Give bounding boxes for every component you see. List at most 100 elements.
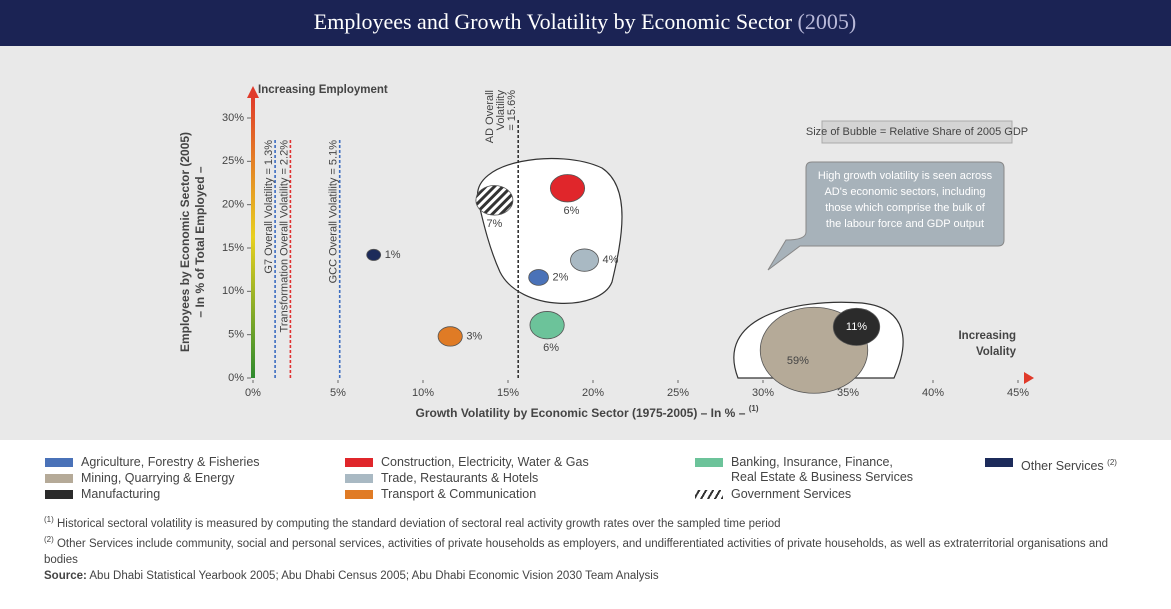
legend-label: Other Services (2) bbox=[1021, 455, 1171, 474]
legend-name: Construction, Electricity, Water & Gas bbox=[381, 455, 589, 469]
y-tick-label: 20% bbox=[222, 199, 244, 211]
reference-label: = 15.6% bbox=[506, 90, 518, 131]
y-tick-label: 0% bbox=[228, 372, 244, 384]
title-main: Employees and Growth Volatility by Econo… bbox=[314, 9, 793, 34]
bubble-label: 11% bbox=[846, 321, 867, 333]
chart: Employees and Growth Volatility by Econo… bbox=[0, 0, 1171, 440]
x-arrow-label: Volality bbox=[976, 346, 1017, 358]
legend-note: (2) bbox=[1107, 458, 1117, 467]
footnote: (2) Other Services include community, so… bbox=[44, 532, 1144, 568]
bubble bbox=[570, 248, 599, 272]
bubble-label: 6% bbox=[543, 342, 559, 354]
legend-name: Government Services bbox=[731, 487, 852, 501]
size-note: Size of Bubble = Relative Share of 2005 … bbox=[806, 126, 1028, 138]
x-axis-title-note: (1) bbox=[749, 404, 759, 413]
callout-box bbox=[767, 161, 1005, 271]
legend-label: Agriculture, Forestry & Fisheries bbox=[81, 455, 341, 470]
legend-name: Transport & Communication bbox=[381, 487, 537, 501]
y-tick-label: 10% bbox=[222, 285, 244, 297]
x-tick-label: 35% bbox=[837, 387, 859, 399]
legend-swatch bbox=[695, 458, 723, 467]
footnote-text: Other Services include community, social… bbox=[44, 537, 1109, 566]
footnote: (1) Historical sectoral volatility is me… bbox=[44, 512, 1144, 532]
legend-name: Other Services bbox=[1021, 459, 1104, 474]
x-axis-arrow bbox=[1024, 372, 1034, 384]
footnotes: (1) Historical sectoral volatility is me… bbox=[44, 512, 1144, 584]
x-tick-label: 25% bbox=[667, 387, 689, 399]
bubble bbox=[832, 307, 881, 346]
reference-label: GCC Overall Volatility = 5.1% bbox=[328, 140, 340, 284]
legend-name: Banking, Insurance, Finance, Real Estate… bbox=[731, 455, 914, 484]
legend-swatch bbox=[345, 474, 373, 483]
legend-name: Mining, Quarrying & Energy bbox=[81, 471, 235, 485]
legend-label: Trade, Restaurants & Hotels bbox=[381, 471, 641, 486]
y-axis-title: – In % of Total Employed – bbox=[193, 166, 207, 317]
y-axis bbox=[251, 96, 255, 378]
x-tick-label: 45% bbox=[1007, 387, 1029, 399]
size-note-box bbox=[821, 120, 1013, 144]
bubble-label: 59% bbox=[787, 355, 809, 367]
x-tick-label: 20% bbox=[582, 387, 604, 399]
x-tick-label: 5% bbox=[330, 387, 346, 399]
y-axis-arrow bbox=[247, 86, 259, 98]
legend-label: Banking, Insurance, Finance, Real Estate… bbox=[731, 455, 991, 485]
legend-label: Manufacturing bbox=[81, 487, 341, 502]
legend-label: Construction, Electricity, Water & Gas bbox=[381, 455, 641, 470]
chart-title: Employees and Growth Volatility by Econo… bbox=[314, 9, 856, 34]
y-tick-label: 5% bbox=[228, 329, 244, 341]
legend-name: Manufacturing bbox=[81, 487, 161, 501]
bubble-label: 3% bbox=[466, 330, 482, 342]
source: Source: Abu Dhabi Statistical Yearbook 2… bbox=[44, 568, 1144, 584]
x-tick-label: 40% bbox=[922, 387, 944, 399]
bubble-label: 6% bbox=[564, 205, 580, 217]
x-tick-label: 15% bbox=[497, 387, 519, 399]
y-tick-label: 30% bbox=[222, 112, 244, 124]
x-arrow-label: Increasing bbox=[958, 330, 1016, 342]
legend-name: Trade, Restaurants & Hotels bbox=[381, 471, 539, 485]
footnote-mark: (1) bbox=[44, 515, 54, 524]
legend-swatch bbox=[45, 474, 73, 483]
legend-swatch bbox=[345, 458, 373, 467]
callout-text: the labour force and GDP output bbox=[826, 218, 984, 230]
bubble bbox=[528, 269, 549, 286]
bubble-label: 7% bbox=[486, 218, 502, 230]
y-axis-title: Employees by Economic Sector (2005) bbox=[178, 132, 192, 352]
legend-label: Mining, Quarrying & Energy bbox=[81, 471, 341, 486]
footnote-mark: (2) bbox=[44, 534, 54, 544]
callout-text: AD's economic sectors, including bbox=[824, 186, 985, 198]
bubble-label: 2% bbox=[552, 271, 568, 283]
x-tick-label: 0% bbox=[245, 387, 261, 399]
legend-label: Government Services bbox=[731, 487, 991, 502]
callout-text: those which comprise the bulk of bbox=[825, 202, 986, 214]
legend-swatch bbox=[695, 490, 723, 499]
reference-label: G7 Overall Volatility = 1.3% bbox=[263, 140, 275, 274]
x-tick-label: 10% bbox=[412, 387, 434, 399]
reference-label: Transformation Overall Volatility = 2.2% bbox=[278, 140, 290, 333]
title-banner bbox=[0, 0, 1171, 46]
bubble bbox=[366, 248, 382, 261]
source-label: Source: bbox=[44, 569, 87, 582]
legend-swatch bbox=[45, 458, 73, 467]
legend-swatch bbox=[985, 458, 1013, 467]
bubble bbox=[437, 326, 463, 347]
x-tick-label: 30% bbox=[752, 387, 774, 399]
x-axis-title-text: Growth Volatility by Economic Sector (19… bbox=[415, 406, 745, 420]
legend-name: Agriculture, Forestry & Fisheries bbox=[81, 455, 260, 469]
y-tick-label: 15% bbox=[222, 242, 244, 254]
x-axis-title: Growth Volatility by Economic Sector (19… bbox=[415, 404, 758, 420]
y-tick-label: 25% bbox=[222, 155, 244, 167]
footnote-text: Historical sectoral volatility is measur… bbox=[56, 517, 781, 530]
bubble bbox=[529, 311, 565, 340]
bubble bbox=[549, 174, 586, 203]
legend-swatch bbox=[45, 490, 73, 499]
y-arrow-label: Increasing Employment bbox=[258, 84, 388, 96]
bubble bbox=[475, 185, 514, 216]
bubble-label: 1% bbox=[385, 249, 401, 261]
title-year: (2005) bbox=[798, 9, 857, 34]
legend-label: Transport & Communication bbox=[381, 487, 641, 502]
source-text: Abu Dhabi Statistical Yearbook 2005; Abu… bbox=[89, 569, 659, 582]
legend-swatch bbox=[345, 490, 373, 499]
reference-label: Volatility bbox=[495, 90, 507, 131]
callout-text: High growth volatility is seen across bbox=[818, 170, 993, 182]
